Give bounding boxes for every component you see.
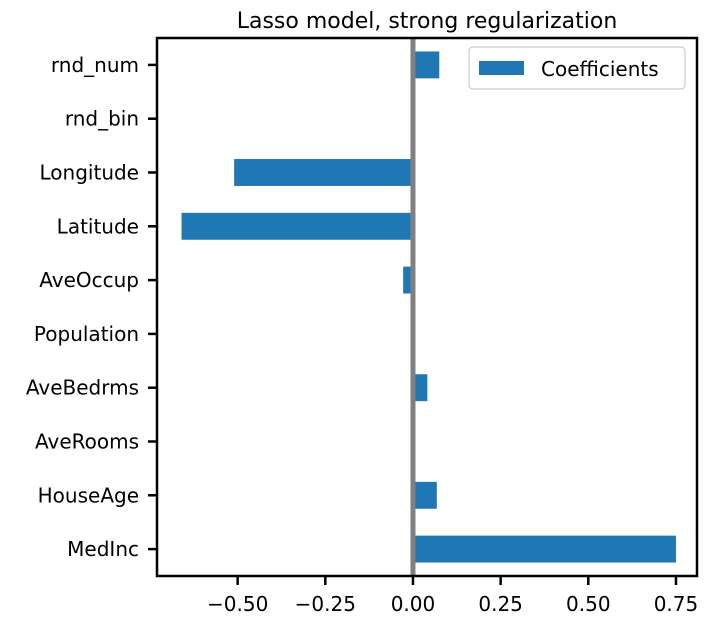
x-tick-label: 0.50	[566, 592, 611, 616]
x-tick-label: −0.25	[295, 592, 356, 616]
bar-houseage	[412, 481, 437, 509]
bar-avebedrms	[412, 374, 428, 402]
bar-longitude	[234, 159, 413, 186]
plot-frame	[155, 36, 699, 578]
legend-frame	[468, 46, 686, 90]
y-tick-label: rnd_num	[51, 53, 139, 77]
x-tick-label: 0.00	[391, 592, 436, 616]
bar-rnd_num	[412, 51, 440, 79]
y-tick-label: HouseAge	[38, 483, 139, 507]
x-axis-ticks: −0.50 −0.25 0.00 0.25 0.50 0.75	[207, 576, 698, 616]
y-tick-label: AveBedrms	[26, 376, 139, 400]
x-tick-label: −0.50	[207, 592, 268, 616]
y-tick-label: Latitude	[57, 214, 139, 238]
y-axis-ticks: MedInc HouseAge AveRooms AveBedrms Populatio…	[26, 53, 157, 561]
legend-swatch	[479, 61, 524, 75]
bar-medinc	[412, 535, 676, 563]
y-tick-label: Longitude	[40, 161, 139, 185]
y-tick-label: Population	[34, 322, 139, 346]
y-tick-label: AveRooms	[35, 430, 139, 454]
legend-label: Coefficients	[541, 57, 659, 81]
x-tick-label: 0.75	[654, 592, 699, 616]
bar-latitude	[181, 212, 413, 240]
legend: Coefficients	[468, 46, 686, 90]
y-tick-label: AveOccup	[39, 268, 139, 292]
x-tick-label: 0.25	[478, 592, 523, 616]
y-tick-label: rnd_bin	[65, 107, 139, 131]
chart-title: Lasso model, strong regularization	[237, 9, 618, 34]
bar-aveoccup	[403, 266, 413, 294]
bars-group	[181, 51, 676, 563]
y-tick-label: MedInc	[67, 537, 139, 561]
